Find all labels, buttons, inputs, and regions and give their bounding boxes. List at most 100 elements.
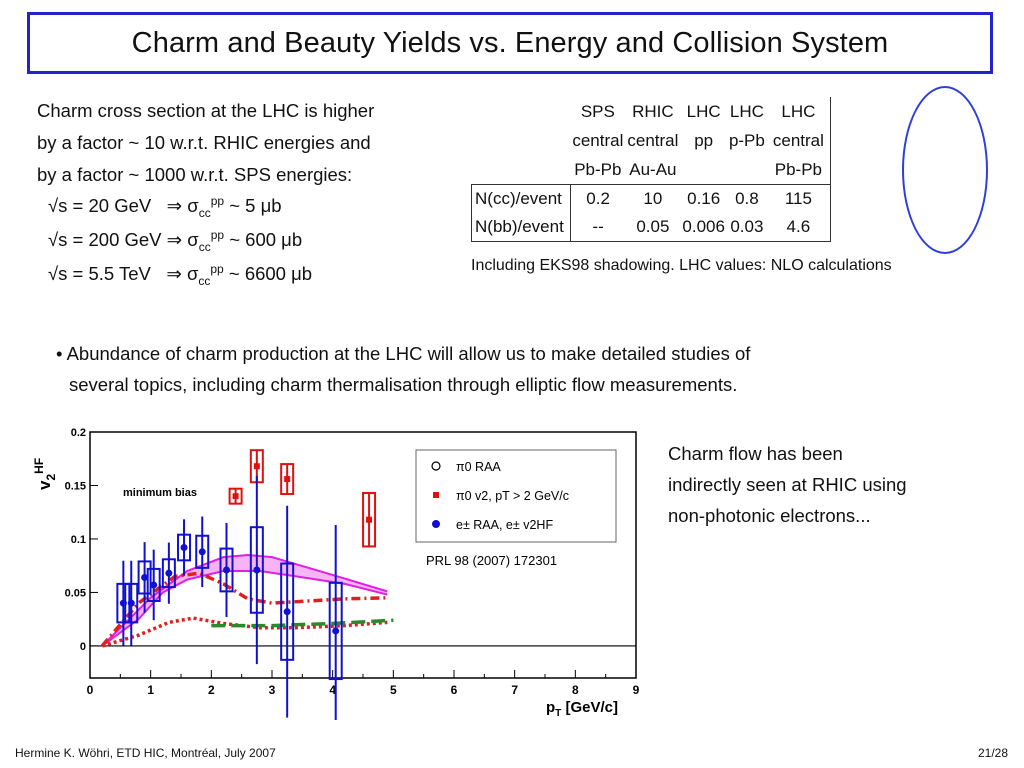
flow-text: Charm flow has been indirectly seen at R…	[668, 438, 907, 531]
data-syst-box	[328, 581, 343, 681]
table-cell: 0.05	[625, 213, 681, 242]
v2-chart: 0 1 2 3 4 5 6 7 8 9 0 0.05 0.1 0.15 0.2 v2HF pT [GeV/c] m…	[18, 420, 648, 737]
data-point-circle	[253, 566, 261, 574]
row-label: N(bb)/event	[471, 213, 571, 242]
flow-line: non-photonic electrons...	[668, 505, 871, 526]
header-cell: RHIC	[632, 101, 674, 121]
eq-sup: pp	[210, 194, 225, 208]
header-cell: central	[572, 130, 624, 150]
legend-label: e± RAA, e± v2HF	[456, 518, 553, 532]
y-tick-label: 0.2	[71, 427, 86, 439]
legend-box	[415, 449, 617, 543]
table-corner	[472, 126, 571, 155]
x-tick-label: 2	[208, 683, 215, 697]
intro-line: by a factor ~ 10 w.r.t. RHIC energies an…	[37, 132, 371, 153]
legend-marker-open-circle	[431, 461, 441, 471]
table-cell: 115	[766, 184, 831, 213]
footer-author: Hermine K. Wöhri, ETD HIC, Montréal, Jul…	[15, 746, 276, 760]
data-syst-box	[177, 533, 192, 562]
slide-title: Charm and Beauty Yields vs. Energy and C…	[131, 26, 889, 59]
table-cell: 0.16	[680, 184, 727, 213]
bullet-line: several topics, including charm thermali…	[69, 374, 738, 395]
table-row: N(cc)/event 0.2 10 0.16 0.8 115	[471, 184, 831, 213]
table-cell: 4.6	[766, 213, 831, 242]
theory-curve-dotted	[101, 616, 388, 648]
header-cell: central	[627, 130, 679, 150]
data-point-square	[366, 516, 373, 523]
footer-page-number: 21/28	[977, 746, 1008, 760]
row-label: N(cc)/event	[471, 184, 571, 213]
eq-sub: cc	[198, 205, 211, 220]
header-cell: pp	[694, 130, 714, 150]
header-cell: central	[766, 126, 831, 155]
header-cell: Au-Au	[629, 159, 677, 179]
chart-reference: PRL 98 (2007) 172301	[426, 553, 557, 568]
x-tick-label: 4	[329, 683, 336, 697]
eq-value: ~ 6600 μb	[228, 263, 313, 285]
table-cell: 0.8	[726, 184, 767, 213]
data-syst-box	[280, 463, 295, 496]
eq-implies: ⇒ σ	[166, 229, 199, 251]
theory-band	[102, 555, 388, 646]
data-point-square	[284, 476, 291, 483]
bullet-text: • Abundance of charm production at the L…	[56, 338, 956, 400]
legend-marker-blue-circle	[432, 520, 440, 528]
lhc-pbpb-highlight-ellipse	[902, 86, 988, 254]
intro-line: by a factor ~ 1000 w.r.t. SPS energies:	[37, 164, 353, 185]
table-cell: 0.2	[570, 184, 626, 213]
x-tick-label: 6	[451, 683, 458, 697]
data-syst-box	[195, 534, 210, 569]
data-point-circle	[141, 573, 149, 581]
y-tick-label: 0.05	[65, 587, 86, 599]
legend-marker-red-square	[433, 492, 439, 498]
eq-sub: cc	[198, 273, 211, 288]
yield-table-wrap: SPS RHIC LHC LHC LHC central central pp …	[471, 97, 831, 242]
data-syst-box	[146, 567, 161, 602]
table-corner	[472, 97, 571, 126]
data-syst-box	[161, 558, 176, 589]
data-syst-box	[137, 560, 152, 595]
table-note: Including EKS98 shadowing. LHC values: N…	[471, 257, 892, 274]
chart-annotation: minimum bias	[123, 487, 197, 499]
data-point-square	[253, 463, 260, 470]
header-cell: LHC	[766, 97, 831, 126]
eq-sup: pp	[210, 262, 224, 276]
table-header-row: SPS RHIC LHC LHC LHC	[472, 97, 831, 126]
data-point-circle	[223, 566, 230, 574]
theory-curve-dashdot	[100, 571, 388, 648]
yield-table: SPS RHIC LHC LHC LHC central central pp …	[471, 97, 831, 242]
eq-sqrt-s: √s = 20 GeV	[48, 195, 152, 217]
x-tick-label: 1	[147, 683, 154, 697]
table-cell: --	[570, 213, 626, 242]
eq-value: ~ 5 μb	[229, 195, 282, 217]
data-point-circle	[332, 627, 340, 635]
x-tick-label: 7	[511, 683, 518, 697]
equation-20gev: √s = 20 GeV ⇒ σccpp ~ 5 μb	[48, 194, 282, 220]
data-point-circle	[283, 608, 291, 616]
data-point-circle	[165, 569, 173, 577]
data-point-circle	[198, 548, 206, 556]
header-cell: Pb-Pb	[766, 155, 831, 185]
eq-implies: ⇒ σ	[166, 195, 199, 217]
x-tick-label: 8	[572, 683, 579, 697]
header-cell: LHC	[729, 101, 764, 121]
legend-label: π0 RAA	[456, 460, 501, 474]
legend-label: π0 v2, pT > 2 GeV/c	[456, 489, 569, 503]
eq-sqrt-s: √s = 5.5 TeV	[48, 263, 151, 285]
equation-5tev: √s = 5.5 TeV ⇒ σccpp ~ 6600 μb	[48, 262, 312, 288]
data-point-circle	[180, 544, 188, 552]
table-cell: 10	[625, 184, 681, 213]
header-cell: LHC	[686, 101, 721, 121]
eq-value: ~ 600 μb	[229, 229, 303, 251]
intro-line: Charm cross section at the LHC is higher	[37, 100, 375, 121]
eq-implies: ⇒ σ	[166, 263, 199, 285]
y-tick-label: 0	[80, 641, 86, 653]
header-cell: p-Pb	[728, 130, 765, 150]
flow-line: indirectly seen at RHIC using	[668, 474, 907, 495]
data-syst-box	[219, 547, 234, 593]
table-corner	[472, 155, 571, 185]
equation-200gev: √s = 200 GeV ⇒ σccpp ~ 600 μb	[48, 228, 302, 254]
x-tick-label: 5	[390, 683, 397, 697]
theory-curve-dashed	[211, 618, 394, 628]
x-tick-label: 0	[87, 683, 94, 697]
